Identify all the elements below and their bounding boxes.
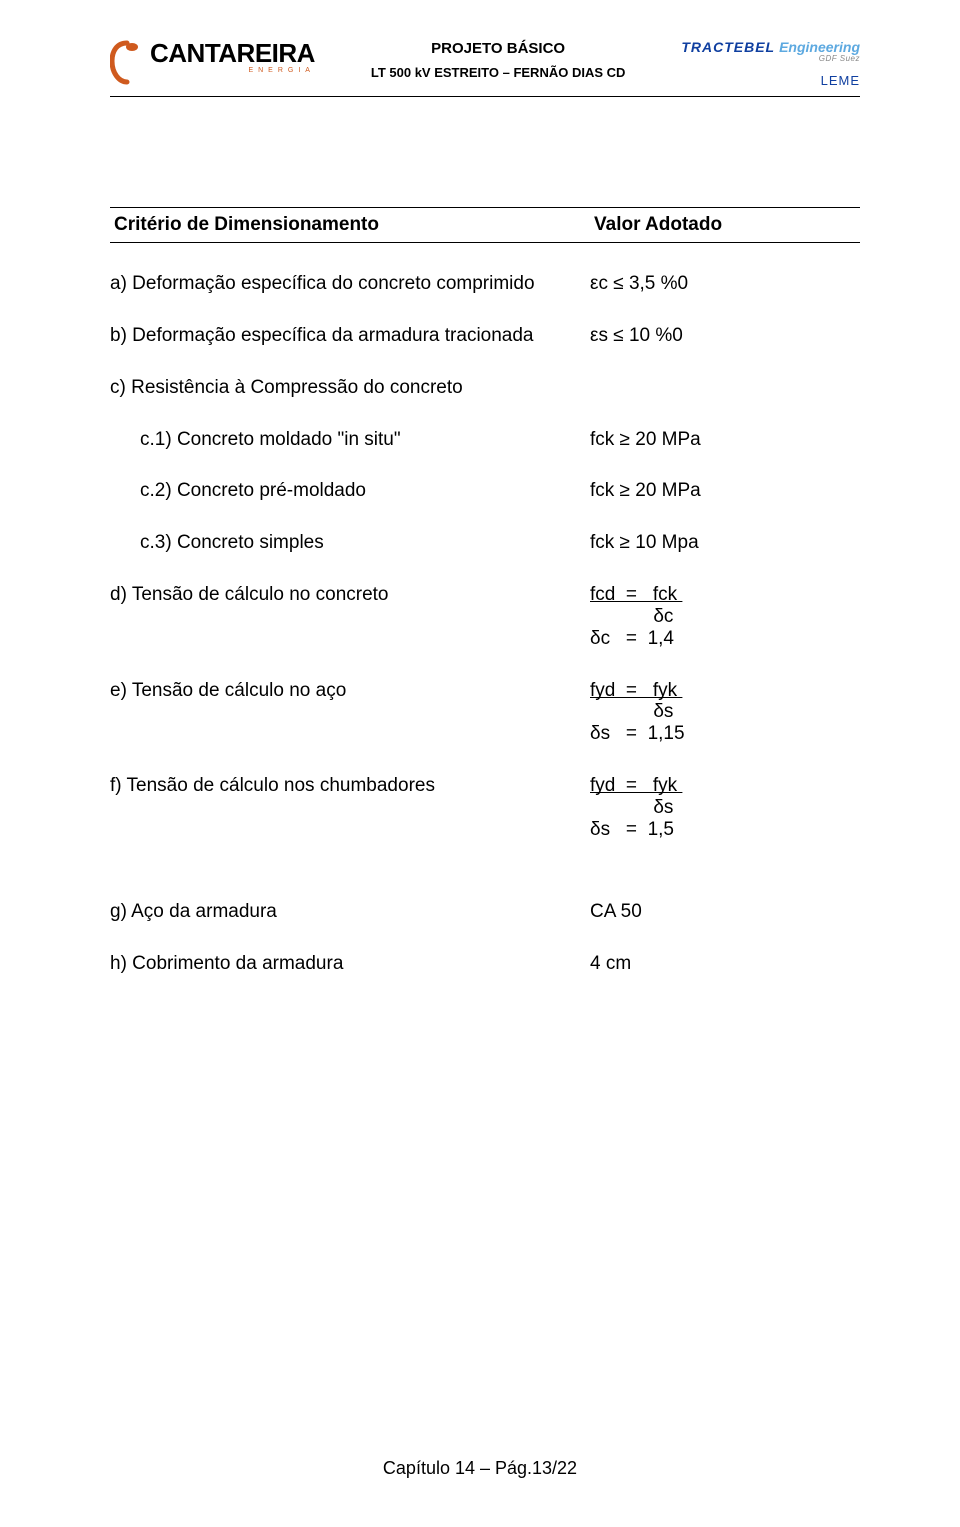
- row-d-label: d) Tensão de cálculo no concreto: [110, 584, 590, 650]
- col1-header: Critério de Dimensionamento: [110, 208, 590, 242]
- logo-cantareira-subtext: ENERGIA: [150, 67, 315, 74]
- row-b-label: b) Deformação específica da armadura tra…: [110, 325, 590, 347]
- row-h-value: 4 cm: [590, 953, 860, 975]
- row-g-label: g) Aço da armadura: [110, 901, 590, 923]
- row-c1: c.1) Concreto moldado "in situ" fck ≥ 20…: [110, 429, 860, 451]
- logo-cantareira: CANTAREIRA ENERGIA: [110, 40, 315, 86]
- row-g: g) Aço da armadura CA 50: [110, 901, 860, 923]
- row-b: b) Deformação específica da armadura tra…: [110, 325, 860, 347]
- tractebel-text: TRACTEBEL: [681, 39, 775, 55]
- row-e: e) Tensão de cálculo no aço fyd = fyk δs…: [110, 680, 860, 746]
- header-rule: [110, 96, 860, 97]
- row-e-formula-1: fyd = fyk: [590, 680, 860, 702]
- row-a: a) Deformação específica do concreto com…: [110, 273, 860, 295]
- row-c2-label: c.2) Concreto pré-moldado: [110, 480, 590, 502]
- row-a-label: a) Deformação específica do concreto com…: [110, 273, 590, 295]
- logo-leme: LEME: [821, 73, 860, 88]
- tractebel-eng-text: Engineering: [779, 39, 860, 55]
- row-f-label: f) Tensão de cálculo nos chumbadores: [110, 775, 590, 841]
- row-f-formula-2: δs: [590, 797, 860, 819]
- logo-tractebel: TRACTEBELEngineering GDF Suez: [681, 40, 860, 63]
- row-e-label: e) Tensão de cálculo no aço: [110, 680, 590, 746]
- cantareira-mark-icon: [110, 40, 144, 86]
- row-d: d) Tensão de cálculo no concreto fcd = f…: [110, 584, 860, 650]
- doc-title: PROJETO BÁSICO: [431, 40, 565, 57]
- row-c2: c.2) Concreto pré-moldado fck ≥ 20 MPa: [110, 480, 860, 502]
- row-c-label: c) Resistência à Compressão do concreto: [110, 377, 590, 399]
- row-f: f) Tensão de cálculo nos chumbadores fyd…: [110, 775, 860, 841]
- row-c3-label: c.3) Concreto simples: [110, 532, 590, 554]
- row-c1-value: fck ≥ 20 MPa: [590, 429, 860, 451]
- row-e-formula-3: δs = 1,15: [590, 723, 860, 745]
- row-g-value: CA 50: [590, 901, 860, 923]
- page-footer: Capítulo 14 – Pág.13/22: [0, 1458, 960, 1479]
- row-d-formula-2: δc: [590, 606, 860, 628]
- row-f-formula-1: fyd = fyk: [590, 775, 860, 797]
- gdf-suez-text: GDF Suez: [681, 54, 860, 63]
- row-c3-value: fck ≥ 10 Mpa: [590, 532, 860, 554]
- row-d-formula-1: fcd = fck: [590, 584, 860, 606]
- row-c3: c.3) Concreto simples fck ≥ 10 Mpa: [110, 532, 860, 554]
- row-c: c) Resistência à Compressão do concreto: [110, 377, 860, 399]
- row-f-formula-3: δs = 1,5: [590, 819, 860, 841]
- row-h: h) Cobrimento da armadura 4 cm: [110, 953, 860, 975]
- row-a-value: εc ≤ 3,5 %0: [590, 273, 860, 295]
- row-c-value: [590, 377, 860, 399]
- row-c2-value: fck ≥ 20 MPa: [590, 480, 860, 502]
- table-header-row: Critério de Dimensionamento Valor Adotad…: [110, 207, 860, 243]
- logo-cantareira-text: CANTAREIRA: [150, 40, 315, 66]
- row-d-formula-3: δc = 1,4: [590, 628, 860, 650]
- col2-header: Valor Adotado: [590, 208, 860, 242]
- page-header: CANTAREIRA ENERGIA PROJETO BÁSICO LT 500…: [110, 40, 860, 94]
- criteria-table: Critério de Dimensionamento Valor Adotad…: [110, 207, 860, 974]
- doc-subtitle: LT 500 kV ESTREITO – FERNÃO DIAS CD: [371, 65, 626, 80]
- row-h-label: h) Cobrimento da armadura: [110, 953, 590, 975]
- row-c1-label: c.1) Concreto moldado "in situ": [110, 429, 590, 451]
- row-e-formula-2: δs: [590, 701, 860, 723]
- row-b-value: εs ≤ 10 %0: [590, 325, 860, 347]
